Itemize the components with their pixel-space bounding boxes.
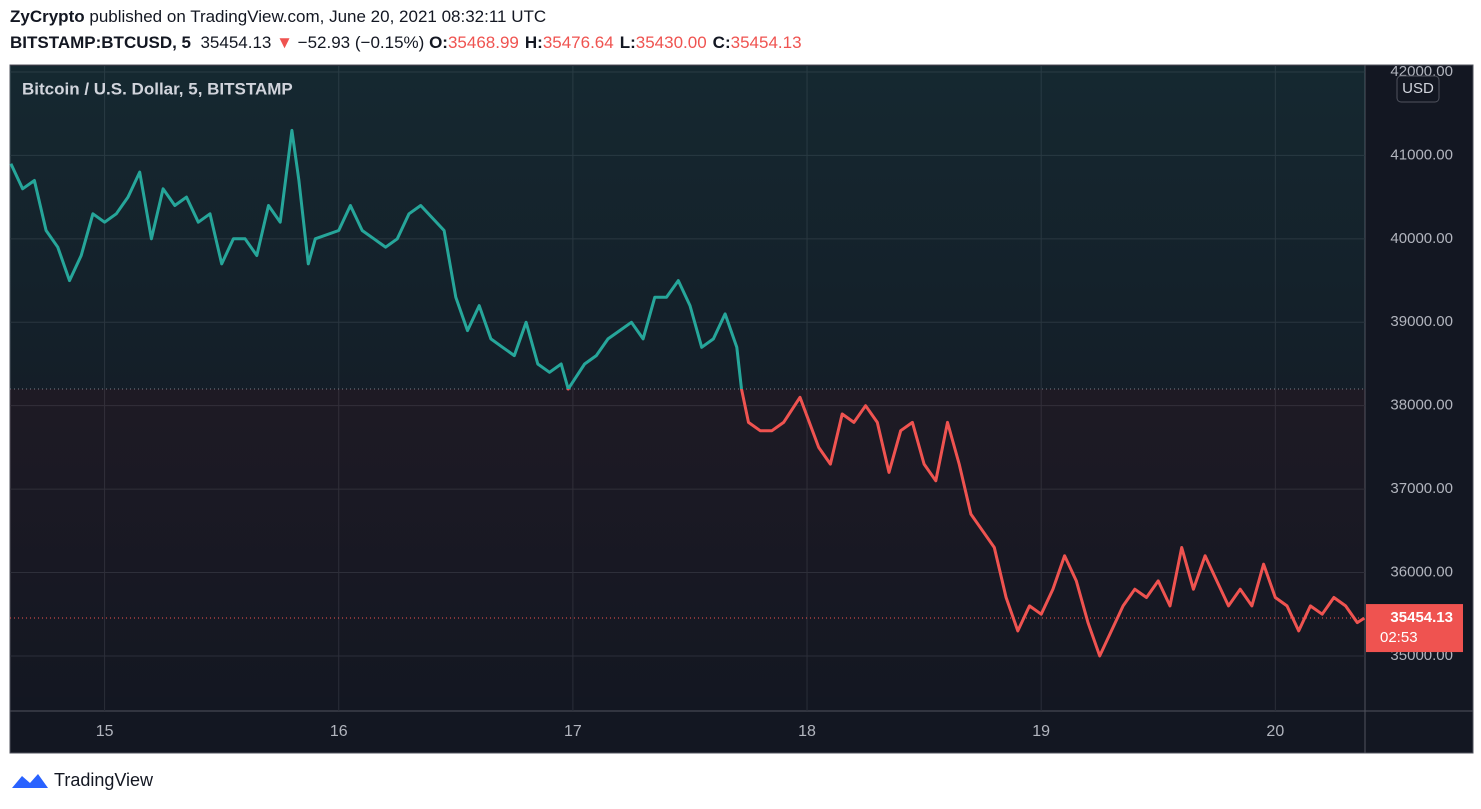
footer: TradingView	[10, 768, 153, 792]
plot	[9, 66, 1366, 711]
x-tick-label: 16	[330, 723, 348, 740]
price-label: 35454.13	[1390, 609, 1453, 626]
x-tick-label: 20	[1266, 723, 1284, 740]
labels: 35000.0036000.0037000.0038000.0039000.00…	[96, 63, 1463, 740]
ohlc-value: 35454.13	[730, 33, 802, 52]
change: −52.93 (−0.15%)	[297, 33, 425, 52]
price-line-series	[9, 128, 1366, 658]
brand: TradingView	[54, 769, 154, 790]
chart-title: Bitcoin / U.S. Dollar, 5, BITSTAMP	[22, 79, 293, 98]
publisher: ZyCrypto	[10, 7, 85, 26]
y-tick-label: 39000.00	[1390, 313, 1453, 330]
published: published on TradingView.com, June 20, 2…	[89, 7, 547, 26]
symbol: BITSTAMP:BTCUSD, 5	[10, 33, 192, 52]
y-tick-label: 38000.00	[1390, 397, 1453, 414]
ohlc: O:35468.99 H:35476.64 L:35430.00 C:35454.13	[429, 33, 807, 52]
y-tick-label: 41000.00	[1390, 146, 1453, 163]
header-line: ZyCrypto published on TradingView.com, J…	[10, 7, 546, 27]
x-tick-label: 19	[1032, 723, 1050, 740]
arrow: ▼	[276, 33, 293, 52]
ohlc-value: 35468.99	[447, 33, 519, 52]
header-line: BITSTAMP:BTCUSD, 5 35454.13 ▼ −52.93 (−0…	[10, 33, 808, 53]
ohlc-value: 35476.64	[542, 33, 614, 52]
x-tick-label: 18	[798, 723, 816, 740]
y-tick-label: 36000.00	[1390, 563, 1453, 580]
y-tick-label: 37000.00	[1390, 480, 1453, 497]
ohlc-label: H:	[524, 33, 543, 52]
logo	[12, 774, 48, 788]
currency-box	[1396, 75, 1440, 103]
countdown: 02:53	[1380, 629, 1418, 646]
ohlc-value: 35430.00	[635, 33, 707, 52]
x-tick-label: 15	[96, 723, 114, 740]
price-label-box	[1366, 604, 1463, 653]
ohlc-label: L:	[619, 33, 636, 52]
area-tint	[10, 66, 1365, 711]
currency: USD	[1402, 80, 1434, 97]
ohlc-label: C:	[712, 33, 731, 52]
x-tick-label: 17	[564, 723, 582, 740]
last: 35454.13	[200, 33, 272, 52]
ohlc-label: O:	[429, 33, 448, 52]
y-tick-label: 40000.00	[1390, 230, 1453, 247]
